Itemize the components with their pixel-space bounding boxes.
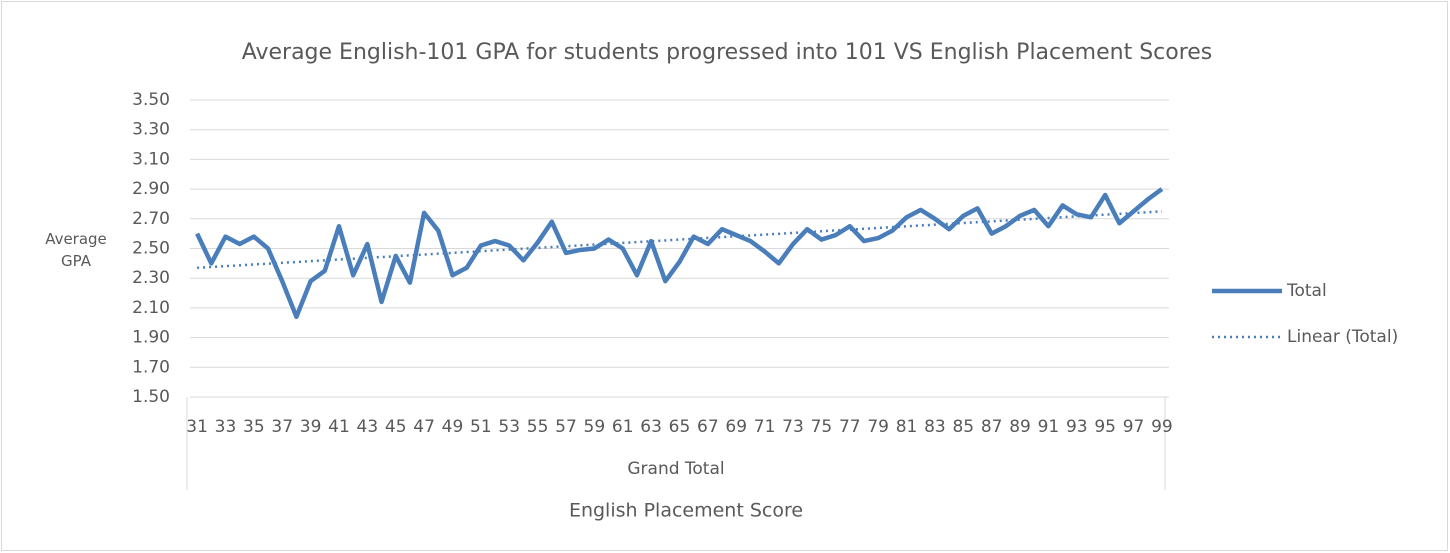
y-tick-label: 3.30 <box>132 120 170 140</box>
y-tick-label: 1.90 <box>132 328 170 348</box>
x-tick-label: 31 <box>186 417 208 437</box>
x-tick-label: 93 <box>1066 417 1088 437</box>
x-tick-label: 79 <box>867 417 889 437</box>
x-tick-label: 37 <box>271 417 293 437</box>
x-tick-label: 61 <box>612 417 634 437</box>
x-tick-label: 41 <box>328 417 350 437</box>
x-tick-label: 83 <box>924 417 946 437</box>
x-tick-label: 65 <box>669 417 691 437</box>
x-tick-label: 85 <box>952 417 974 437</box>
x-tick-label: 89 <box>1009 417 1031 437</box>
y-tick-label: 2.30 <box>132 268 170 288</box>
legend-label: Total <box>1286 281 1327 301</box>
x-group-label: Grand Total <box>627 459 724 479</box>
x-tick-label: 35 <box>243 417 265 437</box>
data-line <box>195 187 1164 320</box>
x-tick-label: 53 <box>498 417 520 437</box>
x-tick-label: 81 <box>896 417 918 437</box>
y-tick-label: 2.90 <box>132 179 170 199</box>
y-tick-label: 2.50 <box>132 239 170 259</box>
x-tick-label: 39 <box>300 417 322 437</box>
y-tick-label: 3.50 <box>132 90 170 110</box>
x-tick-label: 73 <box>782 417 804 437</box>
x-tick-label: 63 <box>640 417 662 437</box>
x-tick-label: 55 <box>527 417 549 437</box>
x-tick-label: 51 <box>470 417 492 437</box>
x-tick-label: 91 <box>1038 417 1060 437</box>
x-axis-title: English Placement Score <box>569 500 803 522</box>
x-tick-label: 43 <box>357 417 379 437</box>
y-tick-label: 3.10 <box>132 149 170 169</box>
legend-label: Linear (Total) <box>1287 327 1398 347</box>
trend-line <box>197 210 1162 270</box>
x-tick-label: 75 <box>811 417 833 437</box>
x-tick-label: 67 <box>697 417 719 437</box>
x-tick-label: 49 <box>442 417 464 437</box>
y-tick-label: 1.50 <box>132 387 170 407</box>
x-tick-label: 77 <box>839 417 861 437</box>
x-tick-label: 95 <box>1094 417 1116 437</box>
y-tick-label: 2.70 <box>132 209 170 229</box>
x-tick-label: 47 <box>413 417 435 437</box>
y-axis-title: Average GPA <box>45 230 107 270</box>
x-tick-label: 57 <box>555 417 577 437</box>
y-tick-label: 2.10 <box>132 298 170 318</box>
y-tick-label: 1.70 <box>132 357 170 377</box>
x-tick-label: 97 <box>1123 417 1145 437</box>
x-tick-label: 69 <box>725 417 747 437</box>
x-tick-label: 87 <box>981 417 1003 437</box>
x-tick-label: 33 <box>215 417 237 437</box>
x-tick-label: 71 <box>754 417 776 437</box>
x-tick-label: 45 <box>385 417 407 437</box>
x-tick-label: 59 <box>584 417 606 437</box>
chart-title: Average English-101 GPA for students pro… <box>242 40 1213 65</box>
x-tick-label: 99 <box>1151 417 1173 437</box>
